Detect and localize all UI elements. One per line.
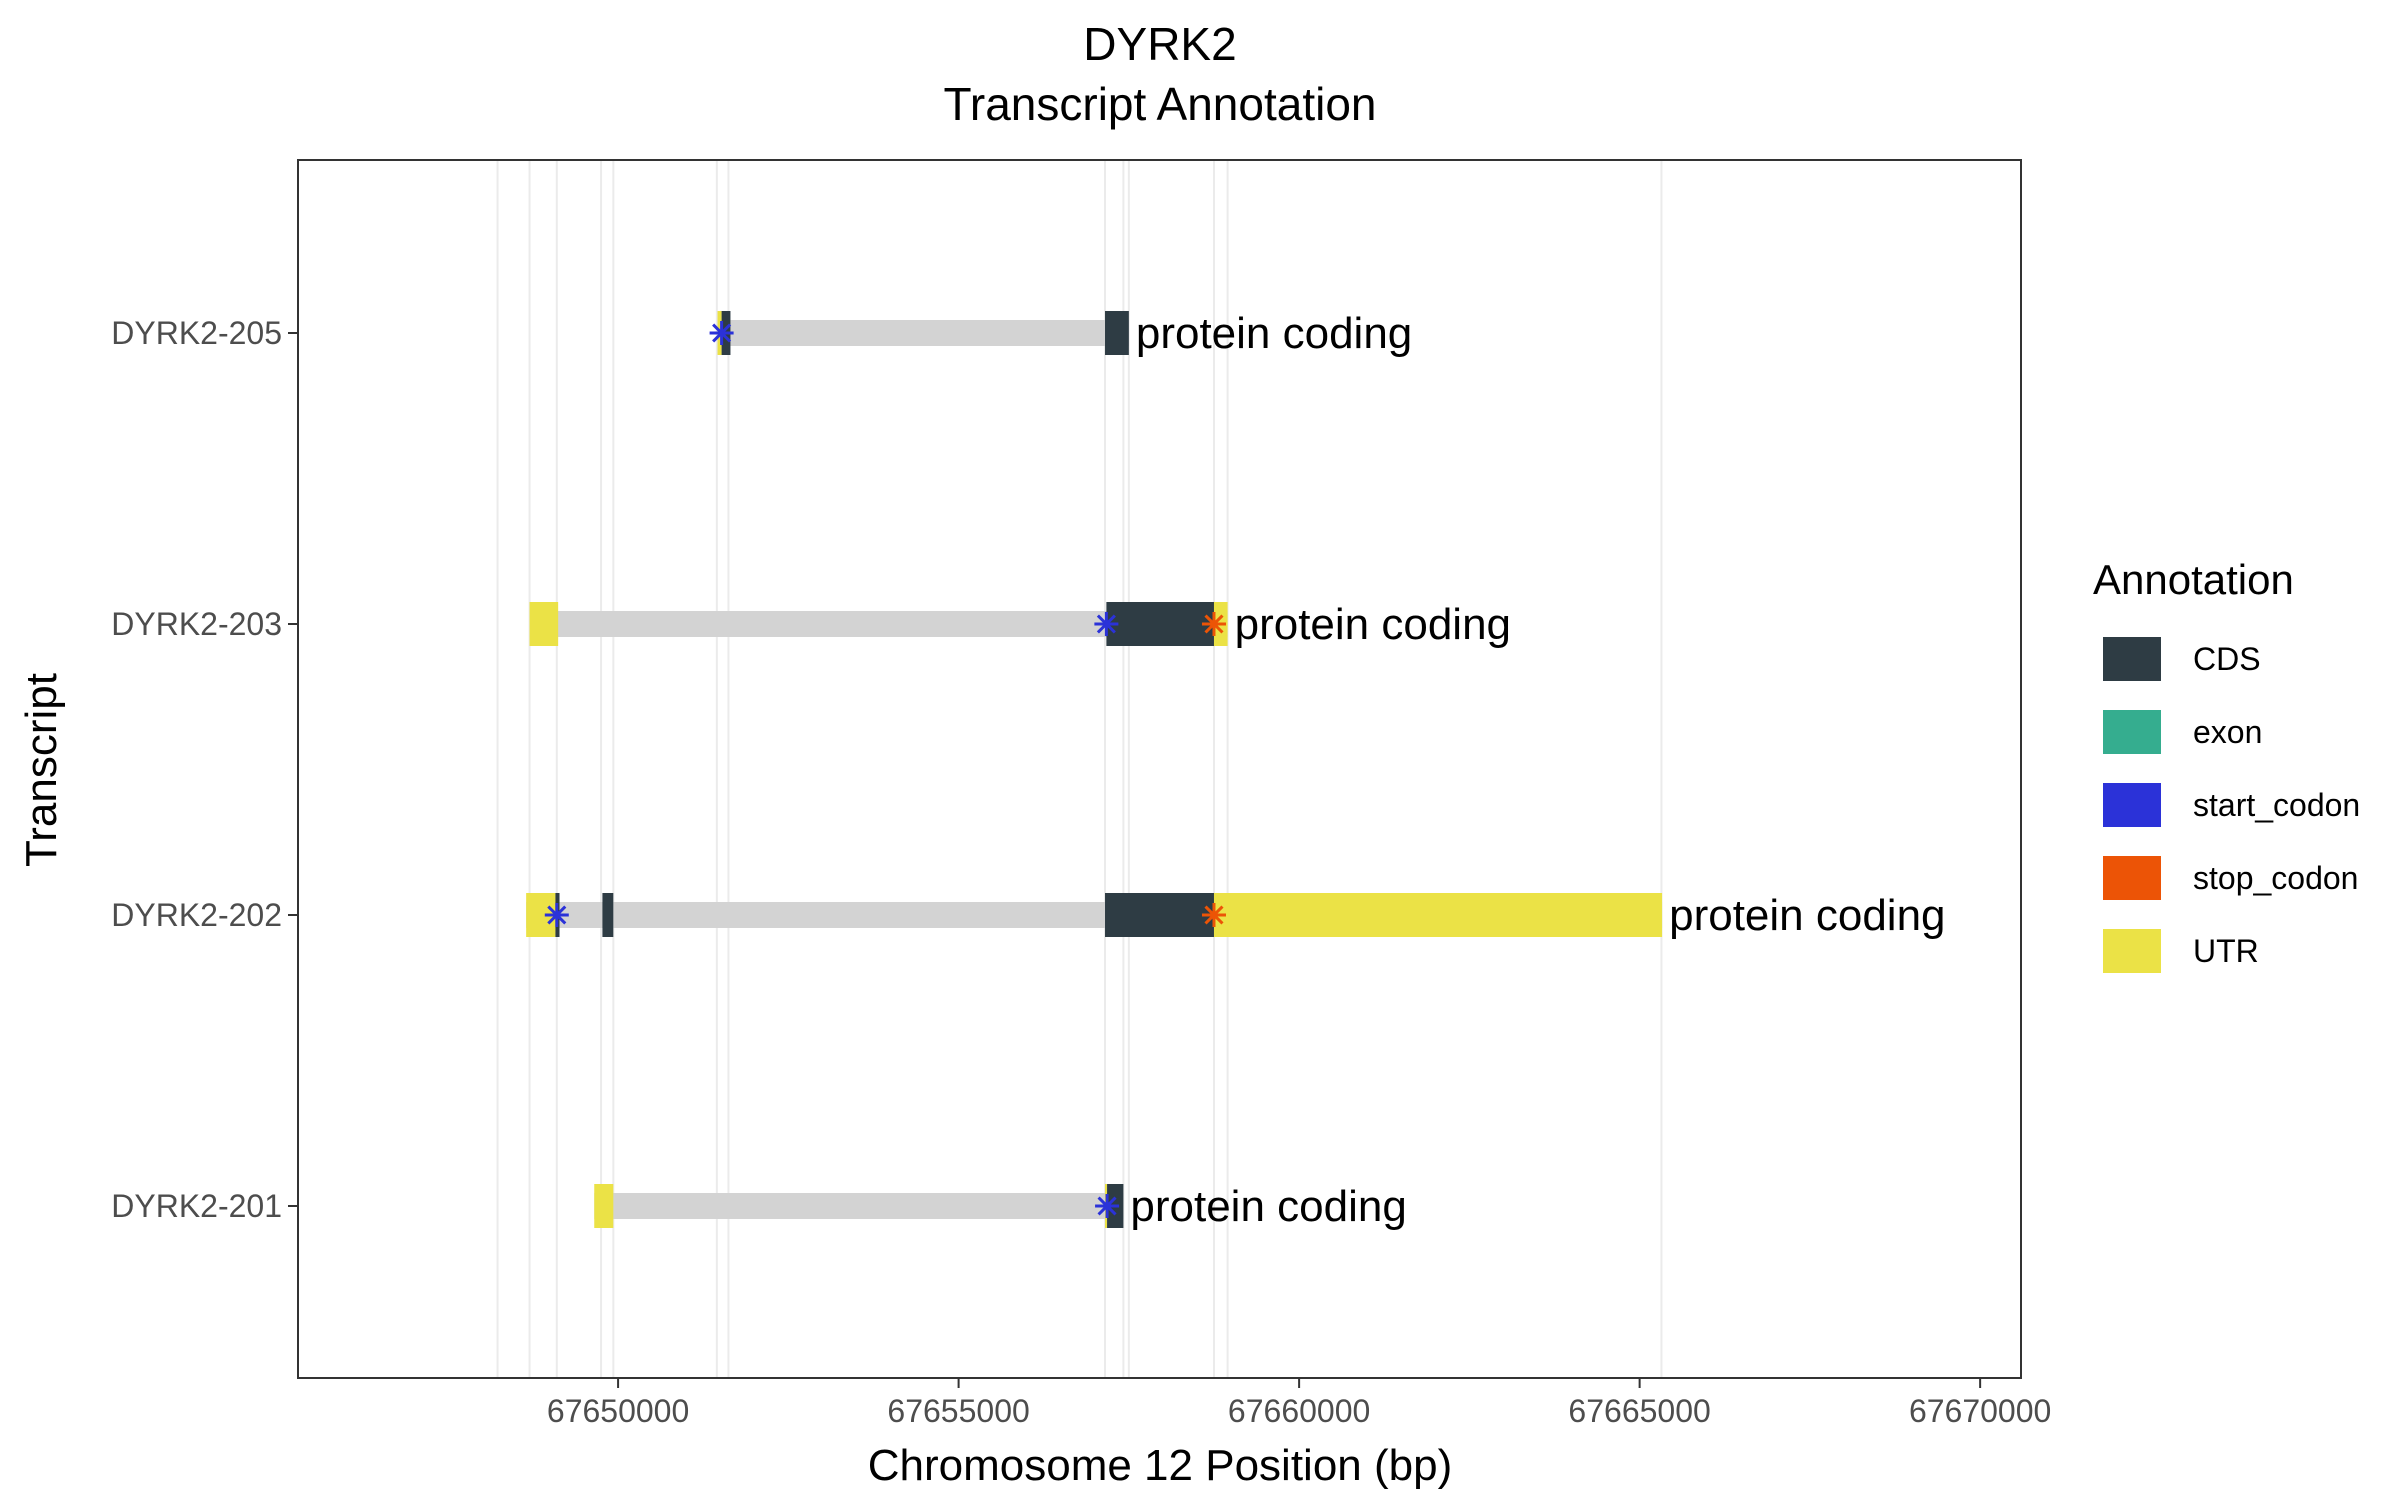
x-axis-title: Chromosome 12 Position (bp): [868, 1441, 1452, 1490]
x-axis: 67650000 67655000 67660000 67665000 67670000: [547, 1378, 2051, 1429]
y-axis-title: Transcript: [17, 673, 66, 867]
chart-title: DYRK2: [1083, 18, 1236, 70]
start-codon-marker: [544, 903, 569, 927]
utr-block: [529, 602, 559, 646]
start-codon-marker-stroke: [1096, 614, 1116, 634]
y-tick-label: DYRK2-205: [111, 315, 282, 351]
utr-block: [594, 1184, 614, 1228]
transcript-biotype-label: protein coding: [1130, 1182, 1406, 1231]
utr-block: [1213, 893, 1663, 937]
plot-background: [298, 160, 2021, 1378]
cds-block: [1105, 311, 1129, 355]
codon-markers: [544, 321, 1226, 1218]
x-tick-label: 67670000: [1909, 1393, 2051, 1429]
plot-area: protein coding protein coding protein codi…: [297, 159, 2022, 1379]
y-tick-label: DYRK2-202: [111, 897, 282, 933]
legend-swatch-start-codon: [2103, 783, 2161, 827]
start-codon-marker-stroke: [547, 905, 567, 925]
gridlines: [496, 160, 1663, 1378]
legend-label-exon: exon: [2193, 714, 2262, 750]
legend-label-start-codon: start_codon: [2193, 787, 2360, 823]
start-codon-marker-stroke: [1097, 1196, 1117, 1216]
x-tick-label: 67650000: [547, 1393, 689, 1429]
legend-label-CDS: CDS: [2193, 641, 2261, 677]
legend: Annotation CDS exon start_codon stop_codon U…: [2093, 556, 2360, 973]
legend-title: Annotation: [2093, 556, 2294, 603]
cds-block: [1106, 602, 1214, 646]
x-tick-label: 67665000: [1568, 1393, 1710, 1429]
y-tick-label: DYRK2-201: [111, 1188, 282, 1224]
start-codon-marker: [1095, 1194, 1120, 1218]
plot-border: [297, 159, 2022, 1379]
start-codon-marker: [709, 321, 734, 345]
y-tick-label: DYRK2-203: [111, 606, 282, 642]
transcript-biotype-label: protein coding: [1136, 309, 1412, 358]
intron-line: [594, 1193, 1124, 1219]
legend-swatch-stop-codon: [2103, 856, 2161, 900]
cds-block: [1105, 893, 1214, 937]
y-axis: DYRK2-205 DYRK2-203 DYRK2-202 DYRK2-201: [111, 315, 298, 1224]
stop-codon-marker: [1201, 612, 1226, 636]
legend-swatch-CDS: [2103, 637, 2161, 681]
transcript-biotype-label: protein coding: [1235, 600, 1511, 649]
x-tick-label: 67655000: [887, 1393, 1029, 1429]
x-tick-label: 67660000: [1228, 1393, 1370, 1429]
legend-label-UTR: UTR: [2193, 933, 2259, 969]
legend-swatch-UTR: [2103, 929, 2161, 973]
legend-swatch-exon: [2103, 710, 2161, 754]
intron-line: [717, 320, 1129, 346]
chart-subtitle: Transcript Annotation: [944, 78, 1377, 130]
stop-codon-marker-stroke: [1204, 614, 1224, 634]
start-codon-marker: [1094, 612, 1119, 636]
feature-blocks: [526, 311, 1663, 1228]
legend-label-stop-codon: stop_codon: [2193, 860, 2358, 896]
start-codon-marker-stroke: [712, 323, 732, 343]
stop-codon-marker-stroke: [1204, 905, 1224, 925]
stop-codon-marker: [1201, 903, 1226, 927]
cds-block: [602, 893, 614, 937]
transcript-biotype-labels: protein coding protein coding protein codi…: [1130, 309, 1945, 1231]
transcript-biotype-label: protein coding: [1669, 891, 1945, 940]
